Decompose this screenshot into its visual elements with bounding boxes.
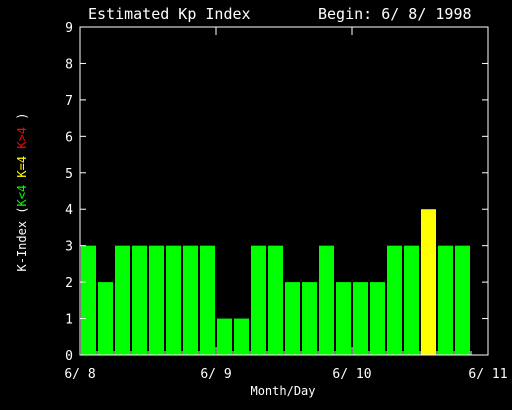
x-axis-label: Month/Day [250, 384, 315, 398]
kp-bar [302, 282, 317, 355]
kp-bar [319, 245, 334, 355]
y-tick-label: 0 [65, 349, 73, 364]
y-tick-label: 4 [65, 203, 73, 218]
x-tick-label: 6/ 11 [468, 367, 507, 382]
x-tick-label: 6/ 9 [200, 367, 231, 382]
y-axis-label-part: ) [15, 112, 29, 126]
x-axis: 6/ 8 6/ 9 6/ 10 6/ 11 [64, 27, 508, 382]
y-axis-label: K-Index (K<4 K=4 K>4 ) [15, 112, 29, 271]
kp-bar [268, 245, 283, 355]
y-tick-label: 5 [65, 167, 73, 182]
kp-bar [115, 245, 130, 355]
y-axis-label-part [15, 149, 29, 156]
kp-bar [370, 282, 385, 355]
y-tick-label: 8 [65, 57, 73, 72]
y-axis-label-part: K-Index ( [15, 206, 29, 271]
kp-bar [251, 245, 266, 355]
y-axis-label-part: K>4 [15, 127, 29, 149]
begin-date-label: Begin: 6/ 8/ 1998 [318, 5, 472, 23]
kp-bar [183, 245, 198, 355]
kp-bar [81, 245, 96, 355]
kp-bar [285, 282, 300, 355]
kp-bar [336, 282, 351, 355]
x-tick-label: 6/ 8 [64, 367, 95, 382]
y-axis-label-part: K<4 [15, 185, 29, 207]
y-axis: 0 1 2 3 4 5 6 7 8 9 [65, 21, 488, 364]
kp-bar [404, 245, 419, 355]
y-tick-label: 3 [65, 240, 73, 255]
kp-bar [353, 282, 368, 355]
kp-bar [149, 245, 164, 355]
y-tick-label: 2 [65, 276, 73, 291]
kp-bar [200, 245, 215, 355]
y-tick-label: 6 [65, 130, 73, 145]
kp-bar [98, 282, 113, 355]
chart-title: Estimated Kp Index [88, 5, 251, 23]
y-tick-label: 9 [65, 21, 73, 36]
kp-bar [234, 318, 249, 355]
y-axis-label-part [15, 178, 29, 185]
y-axis-label-part: K=4 [15, 156, 29, 178]
kp-bar [166, 245, 181, 355]
kp-bar [438, 245, 453, 355]
kp-bar [217, 318, 232, 355]
bars-group [81, 209, 470, 355]
kp-bar [132, 245, 147, 355]
kp-bar [387, 245, 402, 355]
y-tick-label: 7 [65, 94, 73, 109]
x-tick-label: 6/ 10 [332, 367, 371, 382]
y-tick-label: 1 [65, 313, 73, 328]
kp-bar [421, 209, 436, 355]
kp-bar [455, 245, 470, 355]
